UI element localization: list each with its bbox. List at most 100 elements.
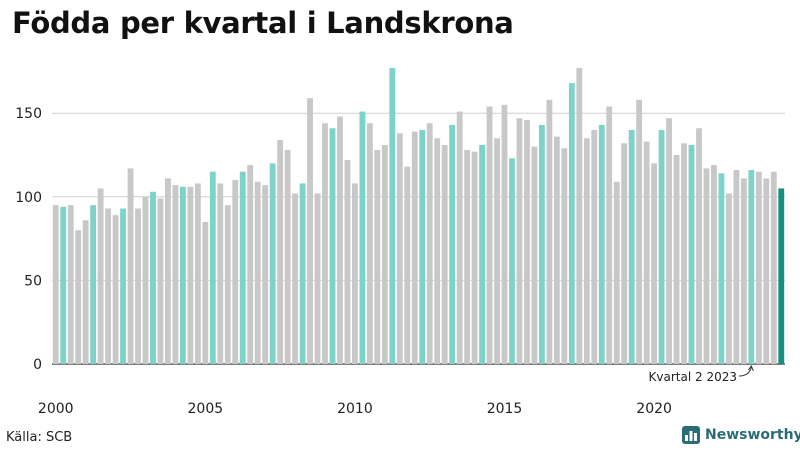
newsworthy-logo-icon xyxy=(682,426,700,444)
bar xyxy=(75,230,82,364)
bar xyxy=(456,111,463,364)
bar xyxy=(60,206,67,364)
bar xyxy=(643,141,650,364)
x-tick-label: 2010 xyxy=(337,401,373,417)
bar xyxy=(120,208,126,364)
bar xyxy=(621,143,628,364)
bar xyxy=(524,119,530,364)
bar xyxy=(553,136,560,364)
bar xyxy=(688,144,695,364)
bar xyxy=(733,170,740,364)
bar xyxy=(628,129,635,364)
bar xyxy=(165,178,171,364)
x-tick-label: 2015 xyxy=(487,401,523,417)
bar xyxy=(142,196,149,364)
y-tick-label: 150 xyxy=(15,106,42,122)
bar xyxy=(606,106,613,365)
bar xyxy=(561,148,568,364)
bar xyxy=(613,181,620,364)
bar xyxy=(636,99,643,364)
bar xyxy=(576,68,583,364)
y-tick-label: 100 xyxy=(15,190,42,206)
brand-logo: Newsworthy xyxy=(682,426,800,444)
bar xyxy=(299,183,306,364)
bar xyxy=(97,188,104,364)
y-tick-labels: 0 50 100 150 xyxy=(15,106,42,373)
bar xyxy=(516,118,523,364)
brand-name: Newsworthy xyxy=(705,427,800,443)
bar xyxy=(150,191,156,364)
bar xyxy=(770,171,777,364)
bar xyxy=(389,68,396,364)
bar xyxy=(135,208,141,364)
bar xyxy=(479,144,485,364)
bar xyxy=(82,220,89,364)
annotation: Kvartal 2 2023 xyxy=(649,364,754,384)
bar xyxy=(352,183,358,364)
bar xyxy=(322,123,328,365)
bar xyxy=(284,149,291,364)
bar xyxy=(434,138,441,364)
source-note: Källa: SCB xyxy=(6,430,73,445)
bar xyxy=(651,163,658,364)
bar xyxy=(673,155,680,364)
bars xyxy=(52,68,785,365)
bar xyxy=(725,193,732,364)
bar xyxy=(262,185,269,364)
bar xyxy=(172,185,179,364)
bar xyxy=(591,129,598,364)
bar xyxy=(314,193,321,364)
bar xyxy=(359,111,366,364)
bar xyxy=(396,133,403,364)
bar xyxy=(486,106,493,365)
bar xyxy=(179,186,186,364)
bar xyxy=(277,139,284,364)
bar xyxy=(419,129,426,364)
x-tick-label: 2000 xyxy=(38,401,74,417)
bar xyxy=(52,205,59,364)
bar xyxy=(344,160,351,364)
bar xyxy=(329,128,336,364)
bar xyxy=(598,124,605,365)
bar xyxy=(546,99,553,364)
bar xyxy=(90,205,97,364)
bar xyxy=(224,205,231,364)
x-tick-labels: 2000 2005 2010 2015 2020 xyxy=(38,401,672,417)
bar xyxy=(666,118,672,364)
bar xyxy=(426,123,433,365)
bar xyxy=(471,151,478,364)
bar xyxy=(194,183,201,364)
bar xyxy=(748,170,755,364)
chart-title: Födda per kvartal i Landskrona xyxy=(12,6,514,40)
bar xyxy=(217,183,224,364)
bar xyxy=(711,165,717,364)
annotation-label: Kvartal 2 2023 xyxy=(649,370,737,384)
bar xyxy=(292,193,299,364)
bar xyxy=(374,149,381,364)
bar xyxy=(269,163,276,364)
bar xyxy=(105,208,112,364)
bar xyxy=(441,144,448,364)
bar xyxy=(209,171,216,364)
bar xyxy=(538,124,545,365)
x-tick-label: 2020 xyxy=(636,401,672,417)
annotation-arrow xyxy=(738,366,752,377)
bar xyxy=(501,104,508,364)
bar xyxy=(755,171,762,364)
bar xyxy=(494,138,500,364)
bar xyxy=(763,178,770,364)
bar xyxy=(157,198,164,364)
bar xyxy=(464,149,471,364)
bar xyxy=(366,123,373,365)
bar xyxy=(232,180,239,364)
bar xyxy=(531,146,538,364)
bar xyxy=(658,129,665,364)
y-tick-label: 50 xyxy=(24,273,42,289)
bar xyxy=(337,116,343,364)
bar xyxy=(202,221,209,364)
bar xyxy=(568,83,575,364)
bar xyxy=(583,138,590,364)
bar xyxy=(696,128,702,364)
annotation-arrowhead xyxy=(747,364,754,372)
